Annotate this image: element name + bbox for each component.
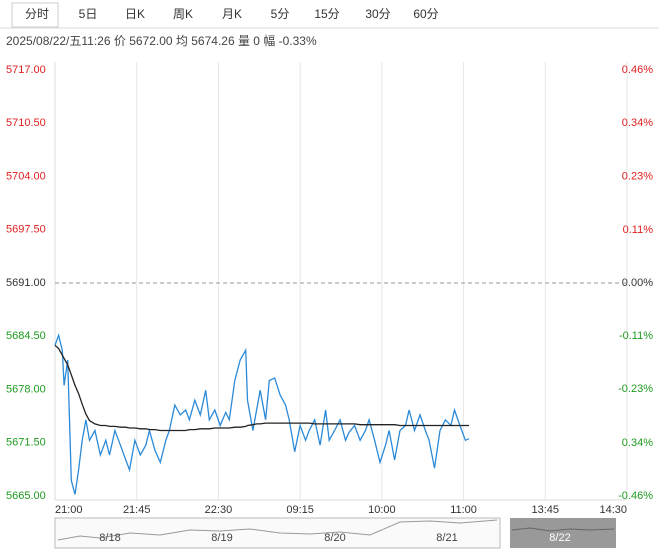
- y-tick-label: 5671.50: [6, 437, 46, 449]
- y2-tick-label: 0.11%: [623, 224, 654, 236]
- y-tick-label: 5678.00: [6, 383, 46, 395]
- navigator-date[interactable]: 8/19: [211, 532, 232, 544]
- x-tick-label: 21:45: [123, 504, 151, 516]
- y2-tick-label: 0.23%: [622, 171, 653, 183]
- y-tick-label: 5717.00: [6, 64, 46, 76]
- navigator-active-date[interactable]: 8/22: [549, 532, 570, 544]
- y2-tick-label: 0.00%: [622, 277, 653, 289]
- navigator-sparkline: [57, 519, 498, 541]
- y-tick-label: 5704.00: [6, 170, 46, 182]
- tab[interactable]: 30分: [365, 7, 390, 21]
- tab[interactable]: 60分: [413, 7, 438, 21]
- tab[interactable]: 月K: [222, 7, 242, 21]
- y-tick-label: 5691.00: [6, 277, 46, 289]
- navigator-date[interactable]: 8/20: [324, 532, 345, 544]
- y-tick-label: 5710.50: [6, 117, 46, 129]
- tab[interactable]: 日K: [125, 7, 145, 21]
- series-line: [54, 344, 469, 432]
- selected-tab: [11, 2, 59, 28]
- y-tick-label: 5665.00: [6, 490, 46, 502]
- navigator-active-sparkline: [511, 527, 615, 532]
- y2-tick-label: -0.23%: [618, 383, 653, 395]
- navigator-date[interactable]: 8/18: [99, 532, 120, 544]
- y2-tick-label: 0.46%: [622, 64, 653, 76]
- y2-tick-label: 0.34%: [622, 437, 653, 449]
- y2-tick-label: -0.11%: [619, 330, 653, 342]
- x-tick-label: 10:00: [368, 504, 396, 516]
- series-line: [54, 333, 470, 495]
- y-tick-label: 5697.50: [6, 224, 46, 236]
- info-line: 2025/08/22/五11:26 价 5672.00 均 5674.26 量 …: [6, 33, 317, 48]
- tab[interactable]: 周K: [173, 7, 193, 21]
- x-tick-label: 09:15: [286, 504, 314, 516]
- y-tick-label: 5684.50: [6, 330, 46, 342]
- x-tick-label: 21:00: [55, 504, 83, 516]
- tab[interactable]: 分时: [25, 7, 49, 21]
- navigator-date[interactable]: 8/21: [436, 532, 457, 544]
- tab[interactable]: 5日: [79, 7, 98, 21]
- x-tick-label: 11:00: [450, 504, 477, 516]
- tab[interactable]: 5分: [271, 7, 290, 21]
- x-tick-label: 13:45: [532, 504, 560, 516]
- x-tick-label: 22:30: [205, 504, 233, 516]
- x-tick-label: 14:30: [599, 504, 627, 516]
- tab[interactable]: 15分: [314, 7, 339, 21]
- navigator-active: [510, 518, 616, 548]
- y2-tick-label: 0.34%: [622, 117, 653, 129]
- y2-tick-label: -0.46%: [618, 490, 653, 502]
